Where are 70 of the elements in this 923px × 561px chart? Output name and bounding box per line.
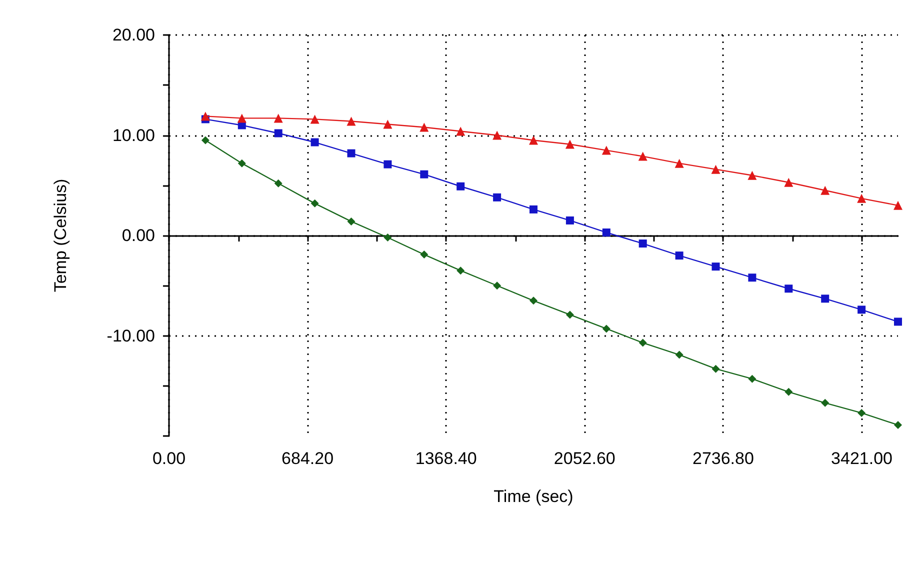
- x-tick-label: 3421.00: [831, 449, 892, 468]
- x-tick-label: 1368.40: [415, 449, 477, 468]
- point: [784, 388, 793, 396]
- point: [602, 146, 611, 155]
- point: [565, 140, 574, 149]
- point: [310, 114, 320, 124]
- x-axis-title: Time (sec): [494, 487, 574, 506]
- point: [346, 116, 356, 126]
- y-tick-label: 10.00: [112, 126, 155, 145]
- point: [820, 186, 830, 195]
- point: [712, 364, 720, 373]
- point: [858, 306, 866, 314]
- y-tick-label: 0.00: [122, 226, 155, 245]
- point: [784, 284, 793, 293]
- point: [784, 178, 794, 187]
- point: [456, 182, 465, 190]
- point: [712, 262, 720, 271]
- point: [530, 296, 538, 305]
- x-tick-label: 2736.80: [692, 449, 754, 468]
- point: [238, 159, 246, 168]
- point: [675, 252, 684, 260]
- y-axis-title: Temp (Celsius): [51, 178, 70, 292]
- point: [420, 170, 428, 178]
- point: [274, 114, 283, 123]
- point: [529, 136, 538, 145]
- x-tick-label: 0.00: [152, 449, 186, 468]
- point: [420, 122, 429, 132]
- point: [566, 310, 574, 319]
- point: [530, 205, 538, 214]
- point: [821, 398, 830, 407]
- point: [310, 138, 319, 146]
- point: [492, 130, 502, 140]
- point: [748, 274, 756, 282]
- point: [237, 114, 246, 123]
- point: [456, 266, 465, 275]
- point: [384, 234, 392, 242]
- point: [383, 120, 392, 129]
- point: [420, 250, 428, 259]
- point: [456, 126, 466, 136]
- point: [566, 216, 574, 224]
- x-tick-label: 684.20: [282, 449, 334, 468]
- point: [748, 170, 757, 180]
- point: [310, 199, 319, 208]
- point: [602, 228, 610, 236]
- point: [200, 112, 210, 121]
- point: [638, 152, 648, 161]
- point: [201, 136, 210, 144]
- point: [602, 324, 610, 333]
- point: [674, 158, 684, 168]
- point: [748, 374, 756, 383]
- point: [675, 350, 684, 359]
- point: [274, 179, 282, 188]
- point: [894, 200, 902, 210]
- point: [493, 282, 502, 290]
- point: [638, 240, 647, 248]
- point: [711, 164, 720, 174]
- point: [821, 294, 830, 303]
- point: [384, 160, 392, 168]
- point: [638, 338, 647, 347]
- point: [858, 408, 866, 417]
- point: [347, 217, 356, 226]
- point: [894, 420, 902, 429]
- y-tick-label: -10.00: [106, 326, 155, 346]
- y-tick-label: 20.00: [112, 26, 155, 44]
- point: [274, 129, 282, 138]
- point: [894, 318, 902, 326]
- point: [857, 194, 866, 203]
- x-tick-label: 2052.60: [554, 449, 616, 468]
- point: [493, 193, 502, 202]
- point: [347, 149, 356, 158]
